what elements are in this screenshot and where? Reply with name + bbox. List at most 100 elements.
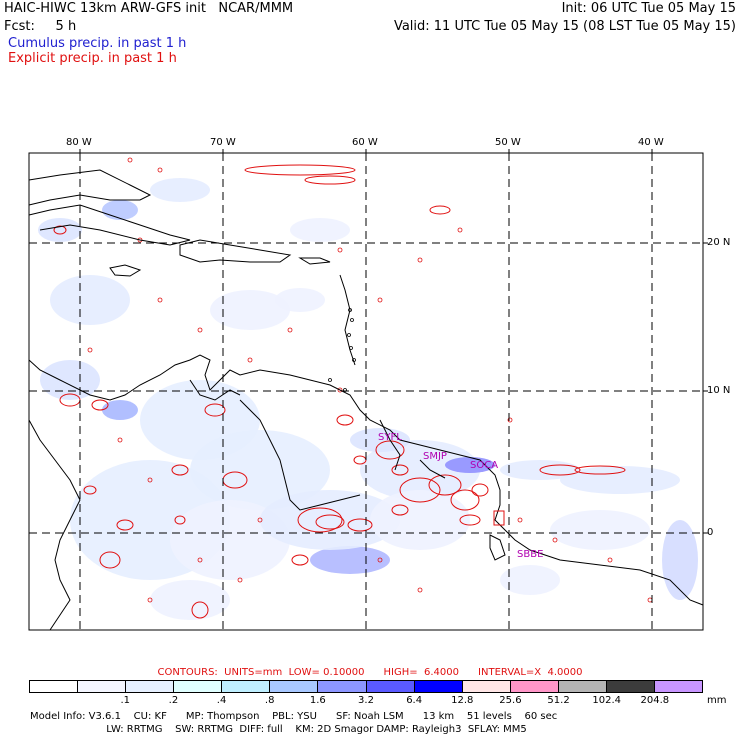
explicit-precip-contour [174,515,186,525]
explicit-precip-speck [517,517,523,523]
island-outline [349,346,353,350]
explicit-precip-speck [127,157,133,163]
explicit-precip-speck [287,327,293,333]
cumulus-precip-area [102,400,138,420]
station-soca: SOCA [470,460,499,471]
coastline [419,459,446,479]
island-outline [328,378,332,382]
explicit-precip-contour [191,601,209,619]
explicit-precip-speck [197,327,203,333]
coastline [379,419,401,471]
explicit-precip-contour [204,403,226,417]
contour-info: CONTOURS: UNITS=mm LOW= 0.10000 HIGH= 6.… [157,667,583,678]
explicit-precip-contour [291,554,309,566]
cumulus-precip-area [190,430,330,510]
explicit-precip-contour [429,205,451,215]
lon-label-50w: 50 W [495,137,521,148]
cumulus-label: Cumulus precip. in past 1 h [8,36,187,51]
explicit-precip-contour [347,518,373,532]
colorbar-swatch [606,681,656,692]
cumulus-precip-area [38,218,82,242]
island-outline [347,333,351,337]
coastline [239,399,361,511]
colorbar [29,680,703,693]
explicit-precip-speck [237,577,243,583]
colorbar-tick-label: 3.2 [358,695,374,706]
cumulus-precip-area [445,457,495,473]
explicit-precip-contour [99,551,121,569]
cumulus-precip-area [275,288,325,312]
explicit-precip-contour [304,175,356,185]
explicit-precip-speck [87,347,93,353]
colorbar-tick-label: 102.4 [592,695,622,706]
station-syfl: SYFL [378,432,402,443]
lon-label-40w: 40 W [638,137,664,148]
island-outline [350,318,354,322]
explicit-precip-contour [315,514,345,530]
island-outline [352,358,356,362]
explicit-precip-contour [336,414,354,426]
explicit-precip-contour [450,489,480,511]
explicit-precip-contour [91,399,109,411]
coastline [189,379,241,401]
explicit-precip-speck [337,247,343,253]
init-time: Init: 06 UTC Tue 05 May 15 [561,1,736,16]
colorbar-tick-label: .4 [216,695,227,706]
colorbar-unit: mm [707,695,727,706]
cumulus-precip-area [550,510,650,550]
explicit-precip-speck [157,297,163,303]
colorbar-tick-label: .2 [168,695,179,706]
colorbar-swatch [222,681,271,692]
cumulus-precip-area [150,178,210,202]
cumulus-precip-area [310,546,390,574]
explicit-precip-contour [391,504,409,516]
explicit-precip-contour [83,485,97,495]
explicit-precip-speck [117,437,123,443]
coastline [339,274,356,366]
explicit-precip-contour [244,164,356,176]
explicit-precip-contour [471,483,489,497]
colorbar-ticks: .1 .2 .4 .8 1.6 3.2 6.4 12.8 25.6 51.2 102.4 204.8 [29,695,703,707]
colorbar-swatch [126,681,175,692]
explicit-precip-speck [647,597,653,603]
colorbar-swatch [30,681,79,692]
coastline [489,534,506,561]
model-info-line2: LW: RRTMG SW: RRTMG DIFF: full KM: 2D Sm… [30,724,527,735]
coastline [28,204,191,246]
colorbar-tick-label: 51.2 [547,695,570,706]
explicit-precip-speck [157,167,163,173]
colorbar-swatch [270,681,319,692]
explicit-precip-contour [375,440,405,460]
coastline [298,257,331,265]
explicit-precip-speck [552,537,558,543]
lon-label-70w: 70 W [210,137,236,148]
colorbar-swatch [174,681,223,692]
explicit-precip-contour [53,225,67,235]
lon-label-60w: 60 W [352,137,378,148]
cumulus-precip-area [50,275,130,325]
title-left: HAIC-HIWC 13km ARW-GFS init NCAR/MMM [4,1,294,16]
cumulus-precip-area [370,490,470,550]
colorbar-swatch [462,681,511,692]
cumulus-precip-area [102,200,138,220]
colorbar-swatch [318,681,367,692]
explicit-precip-speck [607,557,613,563]
colorbar-swatch [78,681,127,692]
colorbar-tick-label: .1 [120,695,131,706]
model-info-line1: Model Info: V3.6.1 CU: KF MP: Thompson P… [30,711,558,722]
cumulus-precip-area [360,440,480,500]
explicit-precip-speck [197,557,203,563]
cumulus-precip-area [350,428,410,452]
explicit-precip-contour [116,519,134,531]
station-sbbe: SBBE [517,549,544,560]
explicit-precip-contour [391,464,409,476]
explicit-precip-speck [507,417,513,423]
coastline [179,239,292,263]
explicit-precip-contour [171,464,189,476]
lat-label-10n: 10 N [707,385,731,396]
explicit-precip-contour [428,474,462,496]
colorbar-swatch [655,681,703,692]
coastline [109,264,142,277]
colorbar-tick-label: 204.8 [640,695,670,706]
